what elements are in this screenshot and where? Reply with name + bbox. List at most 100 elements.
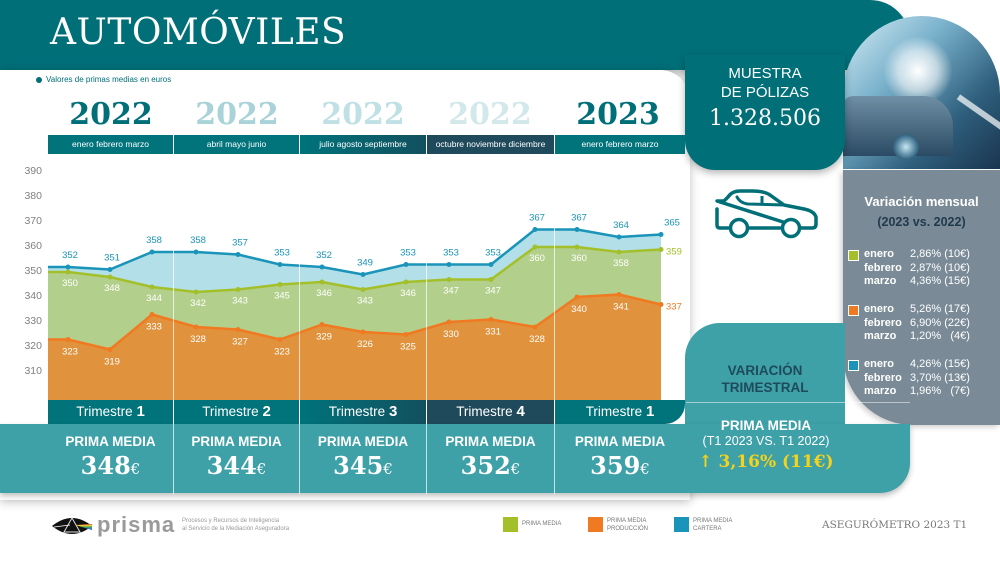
year-label: 2022 [69, 97, 153, 132]
month-label: marzo [864, 330, 897, 342]
variacion-row: marzo 1,20% (4€) [848, 330, 998, 344]
data-label-cartera: 353 [274, 248, 290, 259]
point-produccion [277, 337, 283, 342]
y-tick-label: 340 [24, 290, 42, 302]
variacion-mensual-panel: Variación mensual (2023 vs. 2022) enero 2… [843, 170, 1000, 425]
prima-media-q2-2022: PRIMA MEDIA 344€ [174, 424, 299, 493]
legend-label-line1: PRIMA MEDIA [693, 518, 733, 524]
prima-number: 352 [460, 451, 511, 480]
point-prima-media [235, 287, 241, 292]
point-prima-media [658, 247, 664, 252]
prima-number: 344 [206, 451, 257, 480]
variacion-trimestral-value: ↑ 3,16% (11€) [686, 452, 846, 472]
point-prima-media [360, 287, 366, 292]
prima-number: 345 [333, 451, 384, 480]
area-cartera [48, 229, 661, 292]
legend-swatch-prima-media [848, 250, 859, 261]
data-label-cartera: 353 [443, 248, 459, 259]
trimestre-label: Trimestre 4 [427, 400, 554, 424]
variacion-value: 2,86% (10€) [910, 248, 970, 260]
point-cartera [277, 262, 283, 267]
line-cartera [48, 228, 662, 276]
prima-value: 348€ [48, 451, 173, 480]
trimestre-number: 1 [136, 403, 145, 420]
month-label: febrero [864, 316, 902, 329]
variacion-mensual-subtitle: (2023 vs. 2022) [877, 215, 966, 229]
data-label-prima-media: 346 [316, 288, 332, 299]
year-label: 2022 [195, 97, 279, 132]
prima-value: 344€ [174, 451, 299, 480]
point-prima-media [532, 244, 538, 250]
data-label-cartera: 352 [316, 250, 332, 261]
currency-symbol: € [256, 460, 267, 478]
muestra-label-line1: MUESTRA [728, 65, 802, 82]
variacion-mensual-title: Variación mensual [864, 194, 979, 209]
area-chart: 352 351 358 358 357 353 352 349 353 353 353 367 367 3… [48, 213, 682, 400]
prisma-brand: prisma [97, 512, 176, 537]
point-produccion [65, 337, 71, 342]
arrow-up-icon: ↑ [698, 452, 713, 472]
point-produccion [360, 329, 366, 335]
point-produccion [149, 312, 155, 317]
data-label-prima-media: 347 [443, 286, 459, 297]
data-label-produccion: 323 [274, 347, 290, 358]
month-label: febrero [864, 371, 902, 384]
prima-value: 345€ [300, 451, 426, 480]
y-tick-label: 310 [24, 365, 42, 377]
muestra-box: MUESTRA DE PÓLIZAS 1.328.506 [685, 55, 845, 170]
variacion-row: febrero 2,87% (10€) [848, 262, 998, 276]
point-cartera [149, 249, 155, 255]
point-cartera [488, 262, 494, 267]
data-label-produccion: 333 [146, 322, 162, 333]
values-note: Valores de primas medias en euros [46, 75, 172, 84]
year-label: 2022 [448, 97, 532, 132]
prima-number: 348 [80, 451, 131, 480]
legend-label-line2: CARTERA [693, 526, 722, 532]
data-label-prima-media: 360 [571, 253, 587, 264]
data-label-prima-media: 360 [529, 253, 545, 264]
month-label: enero [864, 358, 894, 370]
headlight-glow [883, 36, 953, 106]
data-label-produccion: 326 [357, 339, 373, 350]
data-label-cartera: 351 [104, 253, 120, 264]
column-divider [299, 154, 300, 494]
variacion-group-produccion: enero 5,26% (17€) febrero 6,90% (22€) marz… [848, 303, 998, 344]
data-label-prima-media: 350 [62, 278, 78, 289]
prima-media-q3-2022: PRIMA MEDIA 345€ [300, 424, 426, 493]
prima-media-band [0, 424, 910, 493]
trimestre-text: Trimestre [328, 404, 386, 419]
road-line [956, 94, 1000, 134]
point-cartera [446, 262, 452, 267]
y-tick-label: 370 [24, 215, 42, 227]
data-label-cartera: 367 [529, 213, 545, 224]
column-divider [426, 154, 427, 494]
data-label-cartera: 365 [664, 218, 680, 229]
months-header: julio agosto septiembre [300, 135, 426, 154]
currency-symbol: € [640, 460, 650, 478]
trimestre-number: 1 [645, 403, 655, 420]
trimestre-text: Trimestre [202, 404, 259, 419]
prima-value: 359€ [555, 451, 685, 480]
point-prima-media [107, 274, 113, 280]
months-header: abril mayo junio [174, 135, 299, 154]
data-label-prima-media: 348 [104, 283, 120, 294]
data-label-produccion: 330 [443, 329, 459, 340]
prima-label: PRIMA MEDIA [191, 434, 282, 449]
point-cartera [574, 227, 580, 232]
prima-label: PRIMA MEDIA [317, 434, 409, 449]
line-produccion [48, 293, 662, 351]
point-produccion [658, 302, 664, 307]
legend-swatch [503, 517, 518, 532]
year-label: 2023 [576, 97, 660, 132]
data-label-cartera: 364 [613, 220, 629, 231]
line-prima-media [48, 245, 662, 294]
report-name: ASEGURÓMETRO 2023 T1 [822, 519, 968, 531]
legend-label-line2: PRODUCCIÓN [607, 526, 649, 532]
muestra-label: MUESTRA DE PÓLIZAS [685, 64, 845, 102]
prima-label: PRIMA MEDIA [574, 434, 666, 449]
data-label-produccion: 328 [529, 334, 545, 345]
variacion-value: 5,26% (17€) [910, 303, 970, 315]
variacion-row: enero 2,86% (10€) [848, 248, 998, 262]
variacion-trimestral-sub: (T1 2023 VS. T1 2022) [702, 434, 830, 448]
data-label-cartera: 358 [190, 235, 206, 246]
